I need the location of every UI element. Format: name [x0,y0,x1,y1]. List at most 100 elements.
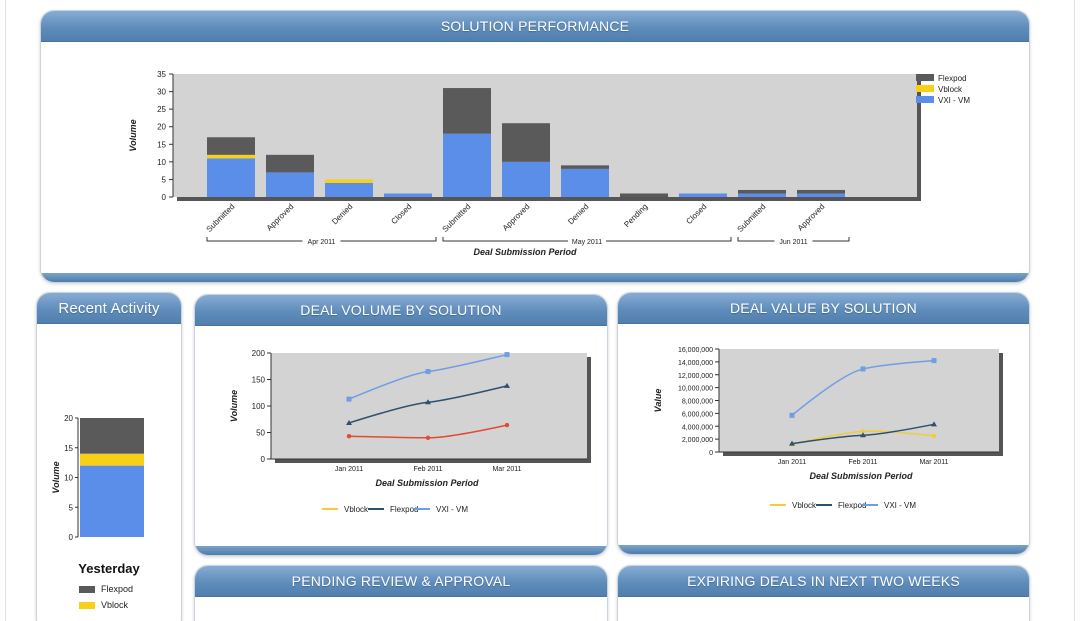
legend-label: Flexpod [938,74,966,83]
left-frame-line [5,0,6,621]
y-tick-label: 6,000,000 [682,411,713,418]
bar-vxi-vm [738,193,786,197]
y-tick-label: 14,000,000 [678,360,713,367]
x-tick-label: Jan 2011 [335,466,363,473]
bar-vxi-vm [80,465,144,537]
x-tick-label: Approved [501,202,532,233]
x-tick-label: Denied [566,202,590,226]
bar-vxi-vm [502,161,550,197]
deal-value-title: DEAL VALUE BY SOLUTION [618,293,1029,324]
y-axis-label: Volume [51,461,61,493]
legend-label: VXI - VM [436,505,468,514]
pending-review-panel: PENDING REVIEW & APPROVAL [194,565,608,621]
y-tick-label: 20 [157,123,166,132]
deal-volume-title: DEAL VOLUME BY SOLUTION [195,295,607,326]
bar-vblock [325,179,373,183]
x-tick-label: Mar 2011 [492,466,521,473]
y-tick-label: 10 [157,158,166,167]
y-tick-label: 150 [252,376,266,385]
data-point [931,421,937,427]
legend-swatch [916,96,934,103]
data-point [860,432,866,438]
y-tick-label: 12,000,000 [678,373,713,380]
group-label: Jun 2011 [779,239,807,246]
bar-vxi-vm [325,182,373,197]
deal-volume-panel: DEAL VOLUME BY SOLUTION 0 50 100 150 200 Volu… [194,294,608,556]
legend-label: Flexpod [101,584,134,594]
legend-label: VXI - VM [884,501,916,510]
panel-footer-bar [195,546,607,555]
solution-performance-chart: 0 5 10 15 20 25 30 35 Volume Submitted Approved Den… [128,70,970,257]
x-tick-label: Closed [684,202,708,226]
data-point [425,369,431,375]
x-tick-label: Closed [389,202,413,226]
plot-area [719,349,999,452]
group-label-bg [302,236,341,245]
x-axis-label: Deal Submission Period [375,478,479,488]
legend-label: Vblock [101,600,129,610]
legend-label: Flexpod [390,505,418,514]
solution-performance-title: SOLUTION PERFORMANCE [41,11,1029,42]
y-tick-label: 35 [157,70,166,79]
data-point [789,440,795,446]
data-point [346,396,352,402]
bar-flexpod [738,189,786,194]
group-label-bg [568,236,606,245]
x-tick-label: Submitted [205,202,237,234]
bar-vxi-vm [797,193,845,197]
pending-review-title: PENDING REVIEW & APPROVAL [195,566,607,597]
x-tick-label: Submitted [441,202,473,234]
recent-activity-title: Recent Activity [37,293,181,324]
y-tick-label: 0 [709,450,713,457]
bar-vxi-vm [207,158,255,197]
data-point [346,434,352,439]
y-tick-label: 25 [157,105,166,114]
data-point [504,382,510,388]
data-point [860,429,866,434]
bar-vxi-vm [679,193,727,197]
x-tick-label: Pending [622,202,649,229]
bar-flexpod [443,88,491,134]
x-tick-label: Mar 2011 [919,459,948,466]
deal-value-panel: DEAL VALUE BY SOLUTION 0 2,000,000 4,000,0… [617,292,1030,555]
panel-footer-bar [41,273,1029,282]
y-tick-label: 0 [261,455,266,464]
group-label: Apr 2011 [308,239,336,246]
data-point [346,419,352,425]
deal-volume-chart: 0 50 100 150 200 Volume Jan 2011 Feb 2011 Mar 20… [229,349,591,514]
bar-vxi-vm [266,172,314,197]
bar-vxi-vm [561,168,609,197]
x-axis-label: Deal Submission Period [473,247,577,257]
legend-swatch-vblock [79,602,95,610]
x-tick-label: Feb 2011 [413,466,442,473]
recent-activity-panel: Recent Activity 0 5 10 15 20 Volume Yesterday… [36,292,182,621]
expiring-deals-panel: EXPIRING DEALS IN NEXT TWO WEEKS [617,565,1030,621]
group-label-bg [774,236,813,245]
x-tick-label: Approved [796,202,827,233]
data-point [931,433,937,439]
y-tick-label: 8,000,000 [682,399,713,406]
y-tick-label: 2,000,000 [682,437,713,444]
x-tick-label: Denied [330,202,354,226]
y-axis-label: Volume [229,390,239,422]
x-tick-label: Approved [265,202,296,233]
data-point [425,399,431,405]
y-tick-label: 16,000,000 [678,347,713,354]
bar-vblock [207,154,255,159]
y-tick-label: 10,000,000 [678,386,713,393]
legend-swatch [916,74,934,81]
bar-vblock [80,453,144,466]
legend-vblock: Vblock [79,600,128,610]
group-label: May 2011 [572,239,602,246]
x-tick-label: Submitted [736,202,768,234]
data-point [504,422,510,428]
legend-label: Vblock [938,85,963,94]
plot-area [271,353,587,459]
y-tick-label: 10 [64,474,73,483]
bar-vxi-vm [384,193,432,197]
solution-performance-panel: SOLUTION PERFORMANCE 0 5 10 15 20 25 30 35 Volum… [40,10,1030,283]
legend-label: Vblock [792,501,817,510]
bar-flexpod [80,418,144,454]
bar-flexpod [502,123,550,162]
y-tick-label: 30 [157,88,166,97]
